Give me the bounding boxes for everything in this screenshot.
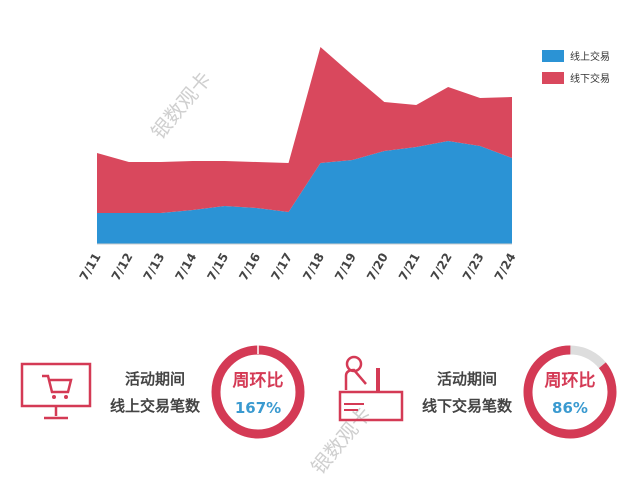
legend-item-offline: 线下交易 <box>542 70 610 85</box>
ring-online <box>211 344 305 439</box>
x-tick-label: 7/12 <box>109 251 136 283</box>
label-line: 活动期间 <box>124 370 185 388</box>
legend-item-online: 线上交易 <box>542 48 610 63</box>
x-tick-label: 7/17 <box>268 251 295 283</box>
ring-text-offline: 周环比 86% <box>522 344 618 417</box>
computer-cart-icon <box>20 362 92 420</box>
x-tick-label: 7/21 <box>396 251 423 283</box>
label-line: 线上交易笔数 <box>109 397 200 415</box>
ring-text-online: 周环比 167% <box>210 344 306 417</box>
bank-teller-icon <box>338 355 404 422</box>
legend-label: 线下交易 <box>570 74 610 85</box>
x-tick-label: 7/13 <box>141 251 168 283</box>
x-tick-label: 7/20 <box>364 251 391 283</box>
ring-title: 周环比 <box>232 371 284 391</box>
x-tick-label: 7/11 <box>77 251 104 283</box>
legend-swatch <box>542 49 564 62</box>
x-tick-label: 7/24 <box>492 251 519 283</box>
ring-fill <box>523 345 617 439</box>
area-series-1 <box>97 47 512 213</box>
x-tick-label: 7/14 <box>173 251 200 283</box>
x-tick-label: 7/23 <box>460 251 487 283</box>
x-tick-label: 7/19 <box>332 251 359 283</box>
stat-label-online: 活动期间 线上交易笔数 <box>100 366 210 420</box>
legend-swatch <box>542 71 564 84</box>
ring-title: 周环比 <box>544 371 596 391</box>
legend-label: 线上交易 <box>570 52 610 63</box>
ring-offline <box>523 345 617 439</box>
x-tick-label: 7/22 <box>428 251 455 283</box>
label-line: 活动期间 <box>436 370 497 388</box>
x-tick-label: 7/16 <box>236 251 263 283</box>
stacked-area-chart: 7/11 7/12 7/13 7/14 7/15 7/16 7/17 7/18 7/19 7/20… <box>77 47 519 283</box>
stat-label-offline: 活动期间 线下交易笔数 <box>412 366 522 420</box>
x-tick-label: 7/18 <box>300 251 327 283</box>
ring-value: 167% <box>234 399 282 417</box>
x-tick-label: 7/15 <box>204 251 231 283</box>
area-series-0 <box>97 141 512 244</box>
ring-value: 86% <box>552 399 588 417</box>
label-line: 线下交易笔数 <box>421 397 512 415</box>
